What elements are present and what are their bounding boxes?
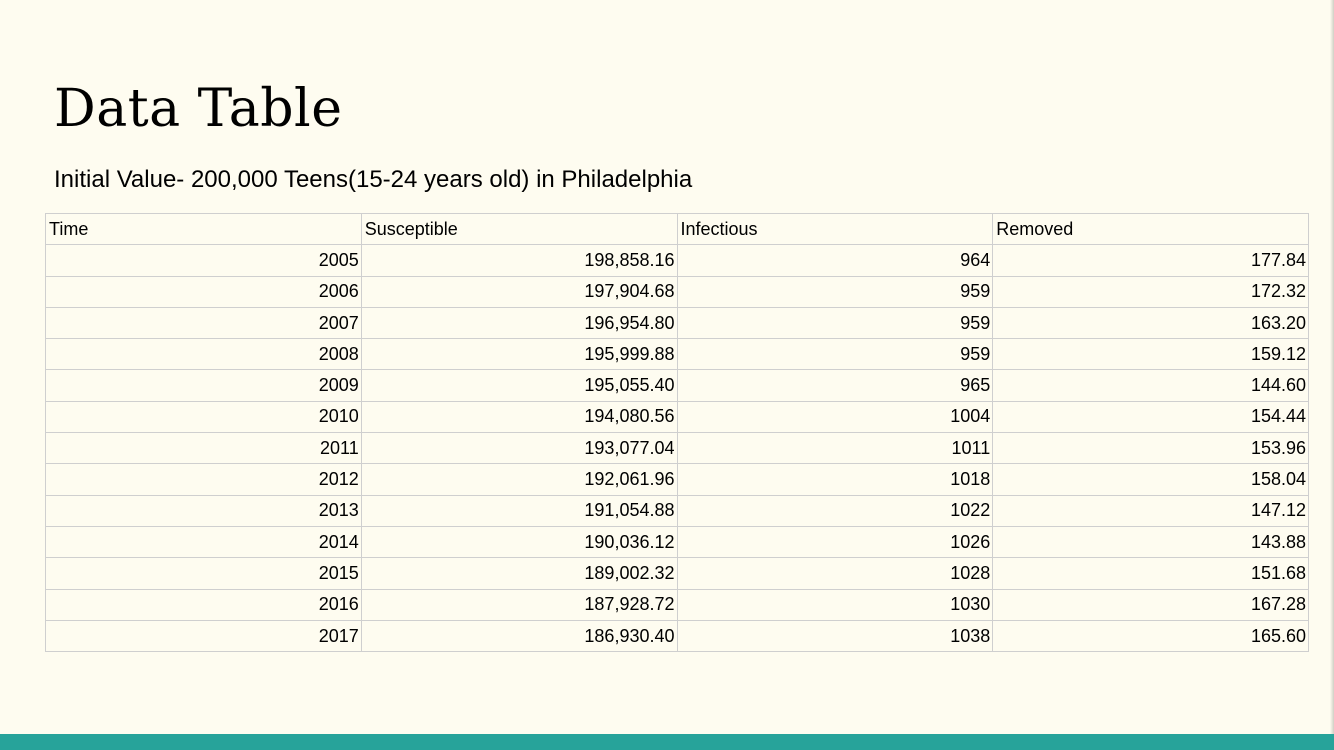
cell-susceptible: 191,054.88 (360, 494, 678, 527)
table-row: 2009 195,055.40 965 144.60 (45, 369, 1309, 402)
cell-infectious: 1038 (676, 619, 994, 653)
slide-subtitle: Initial Value- 200,000 Teens(15-24 years… (54, 166, 693, 193)
cell-infectious: 959 (676, 306, 994, 340)
table-row: 2013 191,054.88 1022 147.12 (45, 494, 1309, 527)
cell-infectious: 1018 (676, 463, 994, 496)
cell-infectious: 959 (676, 338, 994, 371)
cell-infectious: 959 (676, 275, 994, 308)
cell-susceptible: 194,080.56 (360, 400, 678, 434)
cell-removed: 177.84 (992, 244, 1309, 277)
cell-infectious: 965 (676, 369, 994, 402)
slide-edge-shadow (1330, 0, 1334, 734)
cell-susceptible: 187,928.72 (360, 588, 678, 621)
cell-removed: 172.32 (992, 275, 1309, 308)
cell-susceptible: 195,055.40 (360, 369, 678, 402)
cell-removed: 158.04 (992, 463, 1309, 496)
cell-removed: 167.28 (992, 588, 1309, 621)
cell-infectious: 1028 (676, 557, 994, 590)
cell-time: 2014 (45, 525, 362, 559)
cell-removed: 163.20 (992, 306, 1309, 340)
slide-title: Data Table (54, 79, 343, 139)
table-row: 2010 194,080.56 1004 154.44 (45, 400, 1309, 434)
table-header-row: Time Susceptible Infectious Removed (45, 212, 1309, 246)
cell-time: 2016 (45, 588, 362, 621)
cell-removed: 144.60 (992, 369, 1309, 402)
table-row: 2007 196,954.80 959 163.20 (45, 306, 1309, 340)
cell-removed: 147.12 (992, 494, 1309, 527)
cell-infectious: 1030 (676, 588, 994, 621)
cell-susceptible: 196,954.80 (360, 306, 678, 340)
cell-time: 2005 (45, 244, 362, 277)
cell-infectious: 1011 (676, 432, 994, 465)
table-row: 2014 190,036.12 1026 143.88 (45, 525, 1309, 559)
cell-time: 2010 (45, 400, 362, 434)
cell-removed: 153.96 (992, 432, 1309, 465)
header-susceptible: Susceptible (360, 212, 678, 246)
cell-infectious: 1004 (676, 400, 994, 434)
table-row: 2005 198,858.16 964 177.84 (45, 244, 1309, 277)
cell-time: 2008 (45, 338, 362, 371)
cell-removed: 165.60 (992, 619, 1309, 653)
cell-susceptible: 195,999.88 (360, 338, 678, 371)
cell-time: 2013 (45, 494, 362, 527)
cell-removed: 143.88 (992, 525, 1309, 559)
cell-susceptible: 197,904.68 (360, 275, 678, 308)
cell-time: 2017 (45, 619, 362, 653)
table-row: 2015 189,002.32 1028 151.68 (45, 557, 1309, 590)
cell-infectious: 1022 (676, 494, 994, 527)
cell-removed: 154.44 (992, 400, 1309, 434)
cell-time: 2015 (45, 557, 362, 590)
table-row: 2016 187,928.72 1030 167.28 (45, 588, 1309, 621)
cell-infectious: 1026 (676, 525, 994, 559)
table-row: 2008 195,999.88 959 159.12 (45, 338, 1309, 371)
cell-susceptible: 193,077.04 (360, 432, 678, 465)
cell-time: 2007 (45, 306, 362, 340)
table-row: 2017 186,930.40 1038 165.60 (45, 619, 1309, 653)
cell-susceptible: 192,061.96 (360, 463, 678, 496)
cell-removed: 159.12 (992, 338, 1309, 371)
cell-susceptible: 186,930.40 (360, 619, 678, 653)
cell-susceptible: 198,858.16 (360, 244, 678, 277)
cell-removed: 151.68 (992, 557, 1309, 590)
cell-time: 2006 (45, 275, 362, 308)
accent-bar (0, 734, 1334, 750)
data-table: Time Susceptible Infectious Removed 2005… (45, 212, 1309, 653)
cell-susceptible: 189,002.32 (360, 557, 678, 590)
cell-infectious: 964 (676, 244, 994, 277)
cell-time: 2012 (45, 463, 362, 496)
cell-time: 2011 (45, 432, 362, 465)
table-row: 2012 192,061.96 1018 158.04 (45, 463, 1309, 496)
table-row: 2006 197,904.68 959 172.32 (45, 275, 1309, 308)
table-row: 2011 193,077.04 1011 153.96 (45, 432, 1309, 465)
cell-susceptible: 190,036.12 (360, 525, 678, 559)
header-time: Time (45, 212, 362, 246)
table-body: 2005 198,858.16 964 177.84 2006 197,904.68 959… (45, 244, 1309, 653)
header-infectious: Infectious (676, 212, 994, 246)
header-removed: Removed (992, 212, 1309, 246)
cell-time: 2009 (45, 369, 362, 402)
